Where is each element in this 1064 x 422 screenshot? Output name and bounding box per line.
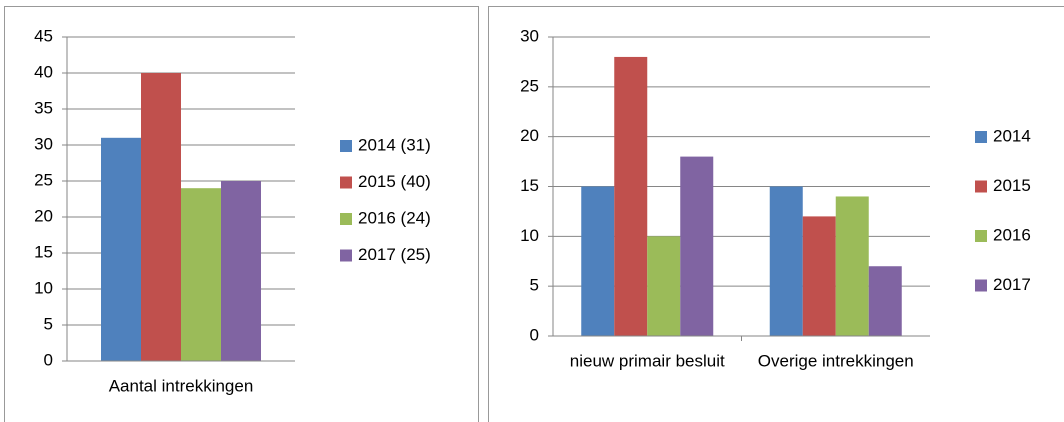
y-tick-label: 35 bbox=[34, 98, 53, 117]
legend-swatch bbox=[975, 279, 987, 292]
y-tick-label: 0 bbox=[530, 325, 539, 344]
legend-swatch bbox=[975, 131, 987, 143]
legend-label: 2014 bbox=[993, 126, 1031, 145]
y-tick-label: 15 bbox=[520, 176, 539, 195]
x-tick-label: nieuw primair besluit bbox=[570, 351, 725, 370]
legend-swatch bbox=[340, 176, 352, 189]
x-tick-label: Aantal intrekkingen bbox=[109, 376, 254, 395]
bar bbox=[141, 73, 181, 361]
y-tick-label: 5 bbox=[530, 276, 539, 295]
y-tick-label: 5 bbox=[44, 314, 53, 333]
bar bbox=[181, 188, 221, 361]
legend-label: 2016 bbox=[993, 225, 1031, 244]
legend-label: 2015 bbox=[993, 176, 1031, 195]
y-tick-label: 20 bbox=[520, 126, 539, 145]
y-tick-label: 45 bbox=[34, 26, 53, 45]
legend-label: 2014 (31) bbox=[358, 135, 431, 154]
x-tick-label: Overige intrekkingen bbox=[758, 351, 914, 370]
y-tick-label: 25 bbox=[34, 170, 53, 189]
bar bbox=[835, 196, 869, 336]
bar bbox=[680, 156, 714, 336]
legend-swatch bbox=[975, 230, 987, 242]
bar bbox=[614, 56, 648, 336]
legend-swatch bbox=[975, 180, 987, 193]
y-tick-label: 0 bbox=[44, 350, 53, 369]
y-tick-label: 30 bbox=[520, 26, 539, 45]
panel-border bbox=[4, 6, 479, 422]
y-tick-label: 30 bbox=[34, 134, 53, 153]
y-tick-label: 10 bbox=[520, 226, 539, 245]
legend-label: 2016 (24) bbox=[358, 208, 431, 227]
legend-label: 2017 (25) bbox=[358, 245, 431, 264]
bar bbox=[581, 186, 615, 336]
y-tick-label: 20 bbox=[34, 206, 53, 225]
bar bbox=[101, 137, 141, 361]
legend-swatch bbox=[340, 249, 352, 262]
bar bbox=[221, 181, 261, 361]
y-tick-label: 10 bbox=[34, 278, 53, 297]
bar bbox=[769, 186, 803, 336]
bar bbox=[802, 216, 836, 336]
bar bbox=[868, 266, 902, 336]
y-tick-label: 15 bbox=[34, 242, 53, 261]
bar bbox=[647, 236, 681, 336]
y-tick-label: 40 bbox=[34, 62, 53, 81]
legend-label: 2015 (40) bbox=[358, 172, 431, 191]
legend-swatch bbox=[340, 140, 352, 152]
legend-swatch bbox=[340, 213, 352, 225]
y-tick-label: 25 bbox=[520, 76, 539, 95]
panel-border bbox=[488, 6, 1064, 422]
legend-label: 2017 bbox=[993, 275, 1031, 294]
